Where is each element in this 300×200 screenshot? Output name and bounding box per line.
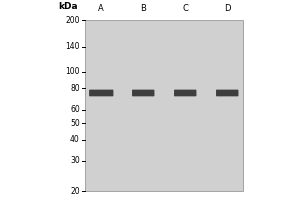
- FancyBboxPatch shape: [216, 90, 239, 96]
- Text: 40: 40: [70, 135, 80, 144]
- Text: A: A: [98, 4, 104, 13]
- Text: C: C: [182, 4, 188, 13]
- Text: 20: 20: [70, 187, 80, 196]
- Bar: [85, 20, 243, 191]
- Text: B: B: [140, 4, 146, 13]
- Text: kDa: kDa: [58, 2, 78, 11]
- Text: D: D: [224, 4, 230, 13]
- Text: 60: 60: [70, 105, 80, 114]
- Text: 80: 80: [70, 84, 80, 93]
- Text: 50: 50: [70, 119, 80, 128]
- FancyBboxPatch shape: [89, 90, 113, 96]
- Text: 200: 200: [65, 16, 80, 25]
- Text: 140: 140: [65, 42, 80, 51]
- Text: 30: 30: [70, 156, 80, 165]
- FancyBboxPatch shape: [174, 90, 197, 96]
- Text: 100: 100: [65, 67, 80, 76]
- FancyBboxPatch shape: [132, 90, 154, 96]
